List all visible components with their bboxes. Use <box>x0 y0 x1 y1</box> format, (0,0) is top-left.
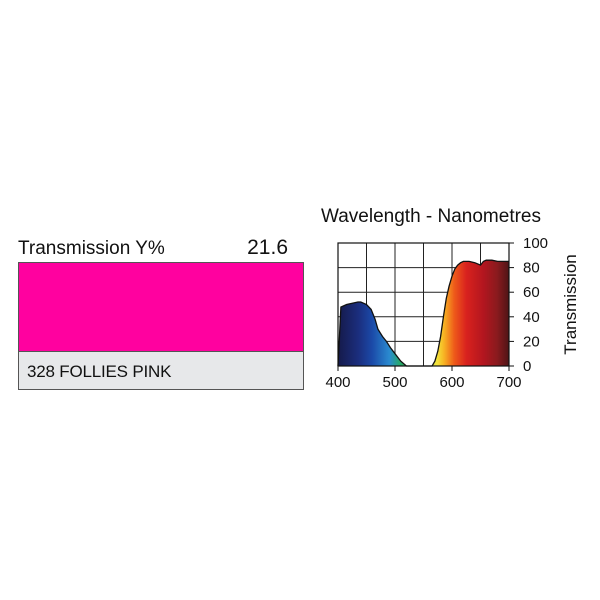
plot-border <box>337 242 510 367</box>
y-tick-label: 60 <box>523 284 540 301</box>
y-tick-label: 20 <box>523 333 540 350</box>
x-tick-label: 500 <box>382 374 407 391</box>
y-tick-label: 0 <box>523 358 531 375</box>
y-tick-label: 80 <box>523 260 540 277</box>
y-tick-label: 100 <box>523 235 548 252</box>
transmission-value: 21.6 <box>247 236 288 259</box>
color-swatch: 328 FOLLIES PINK <box>18 262 304 390</box>
y-tick-label: 40 <box>523 309 540 326</box>
filter-name: 328 FOLLIES PINK <box>27 362 172 381</box>
x-tick-label: 700 <box>496 374 521 391</box>
transmission-area <box>338 260 509 366</box>
chart-title: Wavelength - Nanometres <box>321 206 542 227</box>
swatch-color-fill <box>19 263 303 351</box>
x-tick-label: 600 <box>439 374 464 391</box>
transmission-label: Transmission Y% <box>18 238 165 259</box>
transmission-row: Transmission Y% 21.6 <box>18 236 306 262</box>
swatch-name-bar: 328 FOLLIES PINK <box>19 351 303 389</box>
y-axis-label: Transmission <box>561 254 580 354</box>
x-tick-label: 400 <box>325 374 350 391</box>
filter-swatch-panel: Transmission Y% 21.6 328 FOLLIES PINK <box>18 236 306 390</box>
